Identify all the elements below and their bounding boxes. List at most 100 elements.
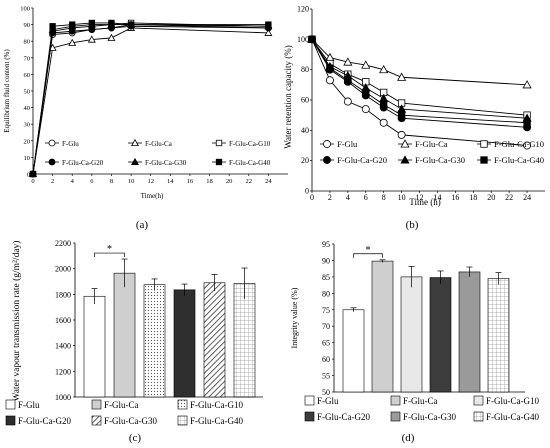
- panel-b-point-F-Glu: [343, 97, 352, 106]
- panel-a-point-F-Glu-Ca-G40: [108, 19, 115, 27]
- panel-b-x-tick-label: 10: [398, 193, 406, 202]
- panel-b-point-F-Glu: [361, 105, 370, 114]
- panel-a-y-tick-label: 100: [20, 6, 30, 13]
- panel-d-legend-swatch: [390, 411, 401, 422]
- panel-c-legend-swatch: [5, 415, 16, 426]
- panel-b-y-tick-label: 80: [301, 65, 309, 74]
- panel-a-point-F-Glu-Ca-G40: [49, 23, 56, 30]
- panel-a-x-tick-label: 2: [51, 178, 54, 185]
- panel-b-point-F-Glu-Ca: [379, 64, 389, 74]
- panel-d-bar-chart: Integrity value (%) (d) 50 55 60 65 70 75 80 85…: [290, 240, 539, 444]
- panel-d-ylabel: Integrity value (%): [290, 287, 299, 348]
- panel-b-x-tick-label: 16: [451, 193, 459, 202]
- panel-b-point-F-Glu-Ca-G40: [326, 64, 334, 72]
- panel-a-x-tick-label: 8: [110, 178, 113, 185]
- panel-c-legend-label: F-Glu-Ca-G30: [104, 416, 157, 426]
- panel-b-x-tick-label: 18: [469, 193, 477, 202]
- panel-a-legend-marker: [48, 158, 56, 166]
- panel-b-legend-marker: [400, 139, 410, 148]
- panel-b-legend-label: F-Glu-Ca-G30: [415, 155, 465, 165]
- panel-a-point-F-Glu-Ca-G40: [69, 21, 76, 28]
- panel-d-legend-swatch: [473, 395, 484, 406]
- panel-c-legend-swatch: [177, 415, 188, 426]
- panel-b-xlabel: Time (h): [409, 197, 440, 207]
- panel-b-legend-marker: [480, 156, 488, 164]
- panel-a-x-tick-label: 22: [246, 178, 253, 185]
- panel-a-legend-label: F-Glu-Ca: [145, 140, 173, 148]
- panel-d-bar-F-Glu-Ca-G30: [458, 271, 481, 393]
- panel-b-legend-label: F-Glu: [337, 139, 358, 149]
- panel-b-point-F-Glu-Ca: [361, 60, 371, 69]
- panel-c-legend-label: F-Glu-Ca-G20: [18, 416, 71, 426]
- panel-c-legend-label: F-Glu-Ca-G40: [190, 416, 243, 426]
- panel-b-y-tick-label: 120: [297, 5, 309, 14]
- panel-b-x-tick-label: 6: [364, 193, 368, 202]
- panel-a-series-line-F-Glu-Ca: [32, 27, 269, 175]
- panel-b-y-tick-label: 100: [297, 35, 309, 44]
- panel-a-y-tick-label: 40: [24, 105, 31, 112]
- panel-a-x-tick-label: 0: [31, 178, 34, 185]
- panel-a-legend-label: F-Glu-Ca-G30: [145, 159, 187, 167]
- panel-c-label: (c): [129, 432, 142, 444]
- panel-b-point-F-Glu-Ca-G40: [362, 88, 370, 97]
- panel-a-legend-label: F-Glu-Ca-G20: [62, 159, 104, 167]
- panel-c-ylabel-text: Water vapour transmission rate (g/m²/day…: [11, 241, 22, 402]
- panel-b-x-tick-label: 0: [310, 193, 314, 202]
- panel-d-bar-F-Glu: [342, 309, 365, 393]
- panel-c-legend-label: F-Glu: [18, 400, 40, 410]
- panel-c-y-tick-label: 1600: [55, 316, 71, 325]
- panel-d-legend-label: F-Glu-Ca-G10: [486, 396, 539, 406]
- panel-d-bar-F-Glu-Ca-G40: [487, 278, 510, 393]
- panel-a-y-tick-label: 0: [27, 172, 30, 179]
- panel-b-series-line-F-Glu: [311, 39, 528, 146]
- panel-c-bar-chart: Water vapour transmission rate (g/m²/day…: [5, 239, 263, 444]
- panel-c-legend-swatch: [177, 399, 188, 410]
- panel-a-y-tick-label: 20: [24, 138, 31, 145]
- panel-c-bar-F-Glu-Ca-G20: [173, 289, 196, 398]
- panel-c-ylabel: Water vapour transmission rate (g/m²/day…: [11, 241, 22, 402]
- panel-d-bar-F-Glu-Ca-G10: [400, 276, 423, 393]
- panel-b-x-tick-label: 20: [487, 193, 495, 202]
- panel-c-bar-F-Glu-Ca-G30: [203, 282, 226, 398]
- panel-d-y-tick-label: 90: [322, 256, 330, 265]
- panel-c-legend-label: F-Glu-Ca: [104, 400, 139, 410]
- panel-b-point-F-Glu-Ca-G40: [380, 100, 388, 109]
- panel-a-series-line-F-Glu-Ca-G20: [32, 25, 269, 175]
- panel-c-significance-star: *: [107, 244, 112, 255]
- panel-d-legend-label: F-Glu: [317, 396, 339, 406]
- panel-a-legend-marker: [131, 157, 139, 166]
- panel-a-point-F-Glu-Ca: [68, 38, 77, 46]
- panel-d-y-tick-label: 65: [322, 339, 330, 348]
- panel-b-y-tick-label: 60: [301, 96, 309, 105]
- panel-a-legend-marker: [215, 158, 223, 166]
- panel-a-x-tick-label: 4: [71, 178, 75, 185]
- panel-a-y-tick-label: 70: [24, 55, 31, 62]
- panel-b-legend-marker: [480, 140, 488, 148]
- panel-a-y-tick-label: 50: [24, 89, 31, 96]
- panel-a-x-tick-label: 12: [147, 178, 154, 185]
- panel-b-point-F-Glu-Ca-G40: [344, 76, 352, 84]
- panel-a-line-chart: Time(h) Equilibrium fluid content (%) (a…: [3, 6, 288, 231]
- panel-c-legend-label: F-Glu-Ca-G10: [190, 400, 243, 410]
- panel-d-legend-swatch: [390, 395, 401, 406]
- panel-b-y-tick-label: 0: [305, 187, 309, 196]
- panel-a-ylabel: Equilibrium fluid content (%): [3, 49, 11, 133]
- panel-a-point-F-Glu-Ca-G40: [88, 19, 95, 27]
- panel-d-legend-label: F-Glu-Ca: [403, 396, 438, 406]
- panel-d-y-tick-label: 95: [322, 240, 330, 249]
- panel-b-x-tick-label: 12: [416, 193, 424, 202]
- panel-d-legend-label: F-Glu-Ca-G40: [486, 412, 539, 422]
- panel-d-y-tick-label: 85: [322, 273, 330, 282]
- panel-d-y-tick-label: 60: [322, 355, 330, 364]
- panel-c-y-tick-label: 1400: [55, 342, 71, 351]
- panel-d-bar-F-Glu-Ca-G20: [429, 277, 452, 393]
- panel-a-legend-label: F-Glu: [62, 140, 79, 148]
- panel-c-significance-bracket: [94, 252, 125, 258]
- panel-d-bar-F-Glu-Ca: [371, 260, 394, 393]
- panel-a-x-tick-label: 16: [187, 178, 194, 185]
- panel-c-bar-F-Glu-Ca: [113, 272, 136, 398]
- panel-d-y-tick-label: 80: [322, 289, 330, 298]
- panel-b-legend-marker: [400, 155, 410, 164]
- panel-a-series-line-F-Glu-Ca-G40: [32, 22, 269, 175]
